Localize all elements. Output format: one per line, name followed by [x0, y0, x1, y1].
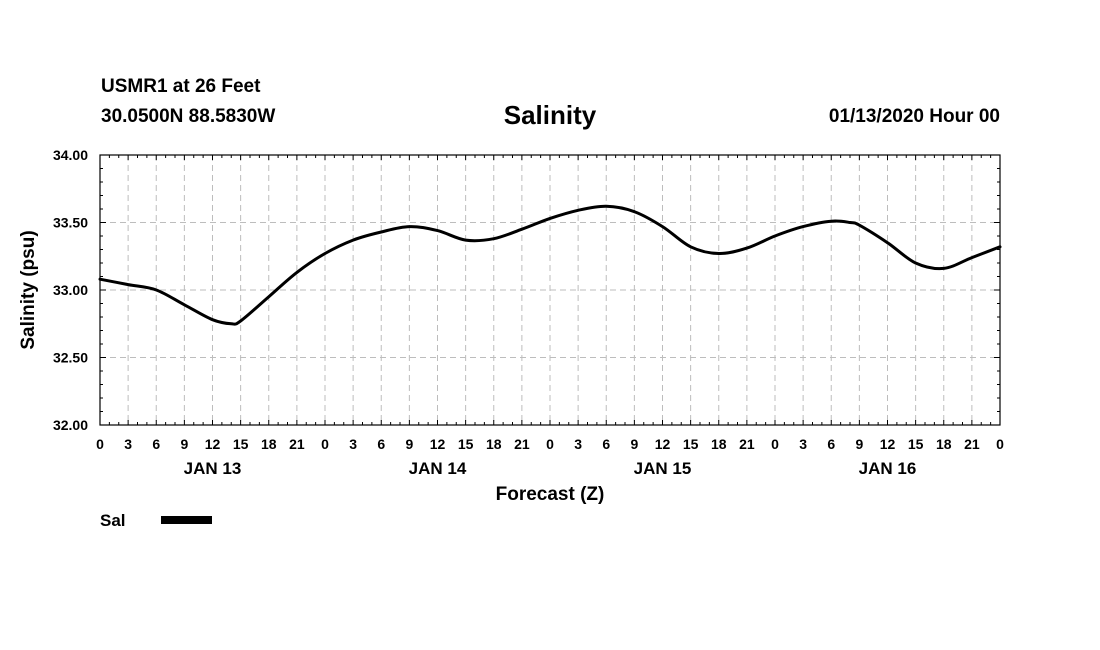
x-tick-label: 18 [711, 436, 727, 452]
y-tick-labels: 32.00 32.50 33.00 33.50 34.00 [53, 147, 88, 433]
x-tick-label: 0 [96, 436, 104, 452]
x-tick-label: 3 [124, 436, 132, 452]
day-label: JAN 16 [859, 459, 917, 478]
x-tick-label: 0 [771, 436, 779, 452]
forecast-timestamp: 01/13/2020 Hour 00 [828, 106, 1000, 127]
plot-frame [99, 154, 1001, 426]
chart-title: Salinity [503, 100, 597, 130]
x-tick-label: 21 [514, 436, 530, 452]
x-axis-label: Forecast (Z) [496, 484, 605, 505]
station-label: USMR1 at 26 Feet [101, 76, 261, 97]
series-line-sal [98, 204, 1002, 326]
x-tick-label: 6 [377, 436, 385, 452]
x-tick-label: 15 [233, 436, 249, 452]
station-coordinates: 30.0500N 88.5830W [101, 106, 276, 127]
y-tick-label: 33.00 [53, 282, 88, 298]
chart-grid [100, 155, 1000, 425]
x-tick-label: 21 [964, 436, 980, 452]
x-tick-label: 21 [739, 436, 755, 452]
legend-label-sal: Sal [100, 511, 126, 530]
day-labels: JAN 13 JAN 14 JAN 15 JAN 16 [184, 459, 917, 478]
x-tick-label: 18 [936, 436, 952, 452]
x-tick-labels: 0 3 6 9 12 15 18 21 0 3 6 9 12 15 18 21 0 3 6 9 12 15 18 21 0 3 6 9… [96, 436, 1004, 452]
x-tick-label: 15 [458, 436, 474, 452]
y-tick-label: 33.50 [53, 215, 88, 231]
x-tick-label: 0 [546, 436, 554, 452]
x-tick-label: 3 [799, 436, 807, 452]
x-tick-label: 18 [486, 436, 502, 452]
y-tick-label: 32.50 [53, 350, 88, 366]
x-tick-label: 0 [321, 436, 329, 452]
legend-swatch-sal [161, 516, 212, 524]
day-label: JAN 14 [409, 459, 467, 478]
day-label: JAN 15 [634, 459, 692, 478]
y-tick-label: 32.00 [53, 417, 88, 433]
x-tick-label: 3 [574, 436, 582, 452]
x-tick-label: 12 [880, 436, 896, 452]
y-tick-label: 34.00 [53, 147, 88, 163]
x-tick-label: 12 [430, 436, 446, 452]
x-tick-label: 9 [405, 436, 413, 452]
x-tick-label: 12 [655, 436, 671, 452]
x-tick-label: 6 [152, 436, 160, 452]
x-tick-label: 6 [602, 436, 610, 452]
day-label: JAN 13 [184, 459, 242, 478]
x-tick-label: 18 [261, 436, 277, 452]
x-tick-label: 9 [855, 436, 863, 452]
x-tick-label: 15 [683, 436, 699, 452]
x-tick-label: 3 [349, 436, 357, 452]
x-tick-label: 9 [180, 436, 188, 452]
x-tick-label: 15 [908, 436, 924, 452]
x-tick-label: 0 [996, 436, 1004, 452]
x-tick-label: 21 [289, 436, 305, 452]
x-tick-label: 12 [205, 436, 221, 452]
y-axis-label: Salinity (psu) [18, 230, 39, 349]
x-tick-label: 9 [630, 436, 638, 452]
x-tick-label: 6 [827, 436, 835, 452]
